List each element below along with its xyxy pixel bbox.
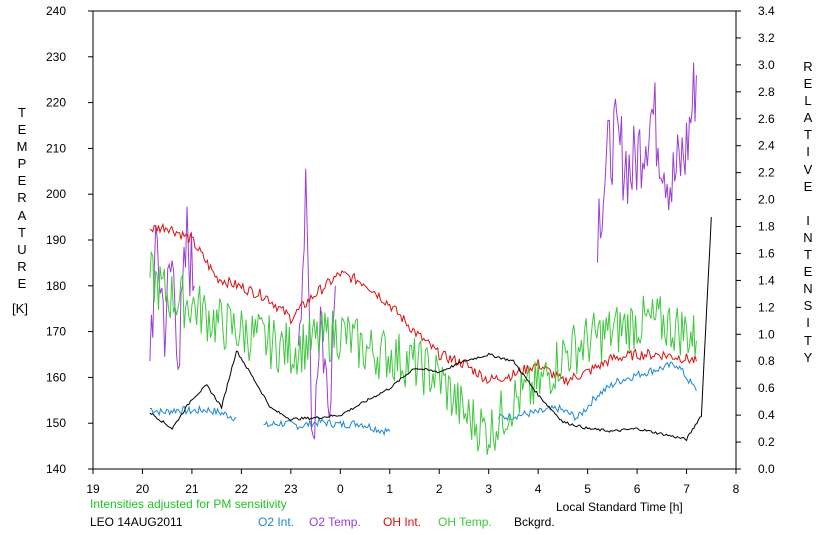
station-date-label: LEO 14AUG2011	[90, 515, 183, 529]
x-tick-label: 19	[86, 482, 100, 496]
series-line-bckgrd	[149, 217, 712, 442]
x-tick-label: 22	[235, 482, 249, 496]
x-tick-label: 4	[535, 482, 542, 496]
x-tick-label: 21	[185, 482, 199, 496]
legend-item: O2 Int.	[258, 515, 295, 529]
series-line-o2-temp	[149, 206, 195, 371]
x-tick-label: 8	[733, 482, 740, 496]
x-tick-label: 7	[683, 482, 690, 496]
x-tick-label: 0	[337, 482, 344, 496]
y-right-tick-label: 2.0	[758, 193, 775, 207]
y-right-tick-label: 2.6	[758, 112, 775, 126]
y-right-tick-label: 1.0	[758, 327, 775, 341]
y-right-tick-label: 3.2	[758, 31, 775, 45]
series-line-oh-temp	[149, 251, 697, 455]
y-left-tick-label: 240	[46, 4, 66, 18]
right-axis-label: R E L A T I V E I N T E N S I T Y	[803, 59, 813, 365]
legend-item: OH Int.	[383, 515, 422, 529]
left-axis-label: T E M P E R A T U R E	[16, 105, 28, 291]
y-right-tick-label: 2.2	[758, 166, 775, 180]
y-right-tick-label: 0.2	[758, 435, 775, 449]
y-left-tick-label: 210	[46, 141, 66, 155]
y-right-tick-label: 1.6	[758, 246, 775, 260]
y-right-tick-label: 2.8	[758, 85, 775, 99]
x-tick-label: 5	[584, 482, 591, 496]
series-line-oh-int	[149, 222, 697, 387]
y-right-tick-label: 2.4	[758, 139, 775, 153]
y-left-tick-label: 190	[46, 233, 66, 247]
legend-item: Bckgrd.	[514, 515, 555, 529]
tick-layer: 19 20 21 22 23 0 1 2 3 4 5 6 7 8140150160170180190200…	[46, 4, 775, 496]
y-right-tick-label: 1.4	[758, 273, 775, 287]
y-left-tick-label: 230	[46, 50, 66, 64]
series-line-o2-temp	[597, 62, 697, 263]
x-tick-label: 6	[634, 482, 641, 496]
x-tick-label: 20	[136, 482, 150, 496]
y-left-tick-label: 140	[46, 462, 66, 476]
y-left-tick-label: 180	[46, 279, 66, 293]
left-axis-unit: [K]	[12, 301, 28, 316]
y-right-tick-label: 0.4	[758, 408, 775, 422]
legend-item: O2 Temp.	[309, 515, 361, 529]
y-left-tick-label: 200	[46, 187, 66, 201]
y-right-tick-label: 0.8	[758, 354, 775, 368]
x-tick-label: 23	[284, 482, 298, 496]
y-right-tick-label: 0.6	[758, 381, 775, 395]
x-tick-label: 3	[485, 482, 492, 496]
series-layer	[149, 62, 712, 455]
series-line-o2-temp	[297, 168, 336, 440]
x-axis-label: Local Standard Time [h]	[556, 500, 683, 514]
legend-item: OH Temp.	[438, 515, 492, 529]
y-left-tick-label: 220	[46, 96, 66, 110]
y-right-tick-label: 3.4	[758, 4, 775, 18]
y-right-tick-label: 1.8	[758, 220, 775, 234]
y-right-tick-label: 0.0	[758, 462, 775, 476]
x-tick-label: 1	[386, 482, 393, 496]
y-right-tick-label: 1.2	[758, 300, 775, 314]
series-line-o2-int	[263, 416, 391, 437]
series-line-o2-int	[498, 361, 697, 422]
series-line-o2-int	[149, 404, 237, 422]
y-right-tick-label: 3.0	[758, 58, 775, 72]
y-left-tick-label: 170	[46, 325, 66, 339]
y-left-tick-label: 160	[46, 370, 66, 384]
x-tick-label: 2	[436, 482, 443, 496]
y-left-tick-label: 150	[46, 416, 66, 430]
sensitivity-note: Intensities adjusted for PM sensitivity	[90, 497, 287, 511]
